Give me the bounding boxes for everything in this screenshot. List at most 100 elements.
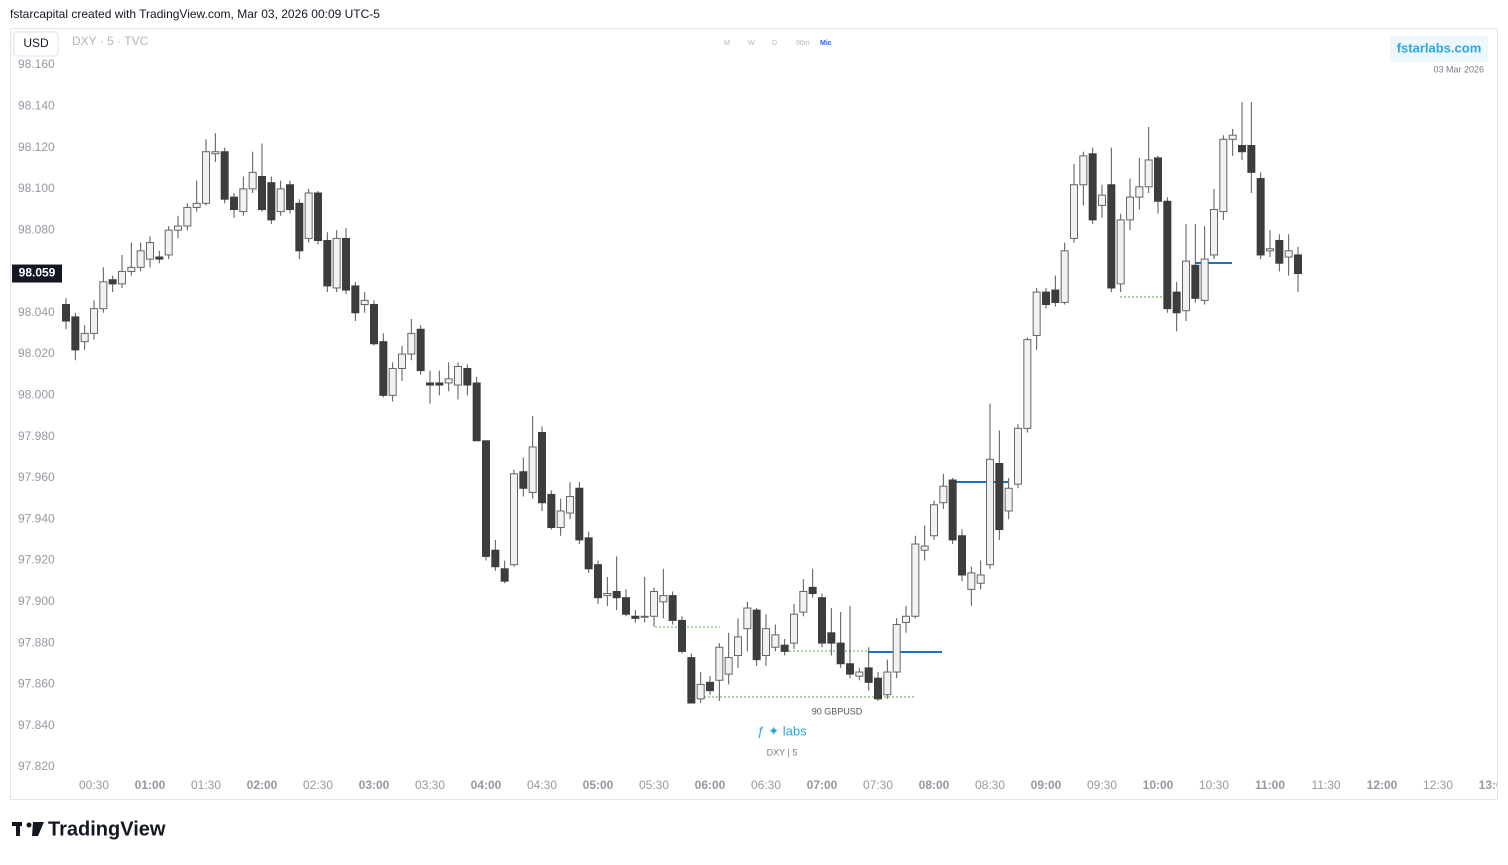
candle-body [1183, 261, 1190, 311]
candle-body [501, 569, 508, 581]
candle-body [763, 629, 770, 656]
y-tick-label: 98.000 [18, 388, 55, 402]
x-tick-label: 10:30 [1199, 778, 1229, 792]
candle-body [315, 193, 322, 240]
logo [12, 822, 44, 836]
candle-body [632, 616, 639, 618]
candle-body [651, 592, 658, 617]
candle-body [259, 176, 266, 209]
candle-body [100, 282, 107, 309]
x-tick-label: 03:00 [359, 778, 390, 792]
candle-body [1071, 185, 1078, 239]
x-tick-label: 12:30 [1423, 778, 1453, 792]
x-tick-label: 05:00 [583, 778, 614, 792]
candle-body [184, 207, 191, 226]
candle-body [1276, 241, 1283, 264]
candle-body [128, 267, 135, 271]
timeframe[interactable]: M [724, 40, 730, 47]
candle-body [679, 620, 686, 651]
candle-body [492, 550, 499, 567]
candle-body [287, 185, 294, 210]
candle-body [716, 647, 723, 680]
candle-body [455, 366, 462, 385]
x-tick-label: 01:30 [191, 778, 221, 792]
logo-text: TradingView [48, 818, 166, 840]
candle-body [305, 193, 312, 238]
candle-body [688, 658, 695, 703]
y-tick-label: 97.820 [18, 759, 55, 773]
candle-body [567, 497, 574, 514]
candle-body [1117, 220, 1124, 284]
y-tick-label: 98.100 [18, 181, 55, 195]
candle-body [1173, 292, 1180, 313]
candle-body [137, 251, 144, 268]
candle-body [445, 379, 452, 383]
y-tick-label: 98.160 [18, 57, 55, 71]
candle-body [875, 678, 882, 699]
candle-body [147, 243, 154, 260]
candle-body [819, 598, 826, 643]
candle-body [91, 309, 98, 334]
x-tick-label: 03:30 [415, 778, 445, 792]
candle-body [193, 203, 200, 207]
x-tick-label: 12:00 [1367, 778, 1398, 792]
timeframe[interactable]: D [772, 40, 777, 47]
candle-body [240, 189, 247, 212]
frame [11, 29, 1498, 800]
candle-body [1005, 488, 1012, 511]
candle-body [1145, 160, 1152, 187]
candle-body [483, 441, 490, 557]
candle-body [697, 684, 704, 698]
x-tick-label: 06:00 [695, 778, 726, 792]
candle-body [296, 203, 303, 250]
x-tick-label: 13:00 [1479, 778, 1508, 792]
candle-body [1248, 146, 1255, 173]
candle-body [847, 664, 854, 674]
candle-body [1089, 154, 1096, 220]
candle-body [520, 472, 527, 489]
candle-body [231, 197, 238, 209]
candle-body [744, 608, 751, 629]
x-tick-label: 11:30 [1311, 778, 1340, 792]
y-tick-label: 98.040 [18, 305, 55, 319]
currency: USD [23, 36, 49, 50]
candle-body [464, 369, 471, 386]
candle-body [781, 645, 788, 651]
candle-body [417, 329, 424, 370]
candle-body [996, 463, 1003, 529]
candle-body [408, 333, 415, 354]
x-tick-label: 05:30 [639, 778, 669, 792]
candle-body [949, 480, 956, 540]
candle-body [203, 152, 210, 204]
header: fstarcapital created with TradingView.co… [10, 7, 380, 21]
candle-body [669, 596, 676, 621]
y-tick-label: 97.980 [18, 429, 55, 443]
candle-body [809, 587, 816, 593]
x-tick-label: 02:00 [247, 778, 278, 792]
symbol: DXY · 5 · TVC [72, 34, 149, 48]
candle-body [268, 183, 275, 220]
timeframe[interactable]: Mic [820, 40, 832, 47]
candle-body [959, 536, 966, 575]
candle-body [175, 226, 182, 230]
date: 03 Mar 2026 [1433, 64, 1484, 74]
candle-body [72, 317, 79, 350]
timeframe[interactable]: 90m [796, 40, 810, 47]
candle-body [940, 486, 947, 503]
candle-body [1164, 201, 1171, 308]
price-label: 98.059 [19, 266, 56, 280]
candle-body [221, 152, 228, 199]
candle-body [165, 230, 172, 255]
candle-body [987, 459, 994, 564]
candle-body [212, 152, 219, 154]
timeframe[interactable]: W [748, 40, 755, 47]
candle-body [548, 494, 555, 527]
candle-body [1136, 187, 1143, 197]
candle-body [660, 596, 667, 602]
candle-body [119, 271, 126, 283]
candle-body [399, 354, 406, 368]
candle-body [791, 614, 798, 643]
candle-body [324, 241, 331, 286]
